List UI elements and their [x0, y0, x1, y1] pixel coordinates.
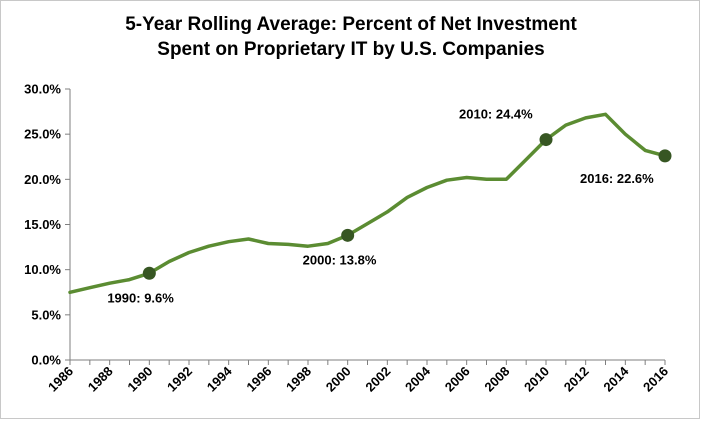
x-tick-label: 2008 — [481, 364, 512, 395]
y-tick-label: 20.0% — [24, 172, 61, 187]
x-tick-label: 1994 — [204, 363, 236, 395]
x-tick-label: 2010 — [521, 364, 552, 395]
markers-layer — [142, 133, 672, 280]
y-tick-label: 30.0% — [24, 82, 61, 97]
y-tick-label: 0.0% — [31, 353, 61, 368]
data-label: 2000: 13.8% — [303, 252, 377, 267]
series-line — [68, 112, 667, 295]
x-tick-label: 1996 — [243, 364, 274, 395]
x-tick-label: 2004 — [402, 363, 434, 395]
data-label: 2016: 22.6% — [580, 171, 654, 186]
y-tick-label: 10.0% — [24, 262, 61, 277]
x-tick-label: 1998 — [283, 364, 314, 395]
chart-title: 5-Year Rolling Average: Percent of Net I… — [0, 12, 702, 62]
chart-title-line1: 5-Year Rolling Average: Percent of Net I… — [125, 14, 577, 35]
x-tick-label: 2006 — [442, 364, 473, 395]
y-tick-label: 25.0% — [24, 127, 61, 142]
series-layer — [68, 112, 667, 295]
data-label: 1990: 9.6% — [107, 290, 174, 305]
y-axis-ticks: 0.0% 5.0% 10.0% 15.0% 20.0% 25.0% 30.0% — [24, 82, 70, 368]
x-tick-label: 2012 — [561, 364, 592, 395]
highlight-marker — [658, 149, 672, 163]
x-axis-ticks: 1986 1988 1990 1992 1994 1996 1998 2000 2002 2004… — [45, 360, 671, 395]
data-label: 2010: 24.4% — [459, 107, 533, 122]
highlight-marker — [142, 266, 156, 280]
x-tick-label: 2000 — [323, 364, 354, 395]
highlight-marker — [341, 228, 355, 242]
y-tick-label: 5.0% — [31, 307, 61, 322]
x-tick-label: 2016 — [640, 364, 671, 395]
x-tick-label: 1986 — [45, 364, 76, 395]
x-tick-label: 1990 — [124, 364, 155, 395]
chart-title-line2: Spent on Proprietary IT by U.S. Companie… — [157, 39, 545, 60]
x-tick-label: 1992 — [164, 364, 195, 395]
x-tick-label: 2002 — [362, 364, 393, 395]
x-tick-label: 1988 — [85, 364, 116, 395]
annotation-layer: 1990: 9.6% 2000: 13.8% 2010: 24.4% 2016: 22… — [107, 107, 654, 306]
x-tick-label: 2014 — [600, 363, 632, 395]
y-tick-label: 15.0% — [24, 217, 61, 232]
highlight-marker — [539, 133, 553, 147]
